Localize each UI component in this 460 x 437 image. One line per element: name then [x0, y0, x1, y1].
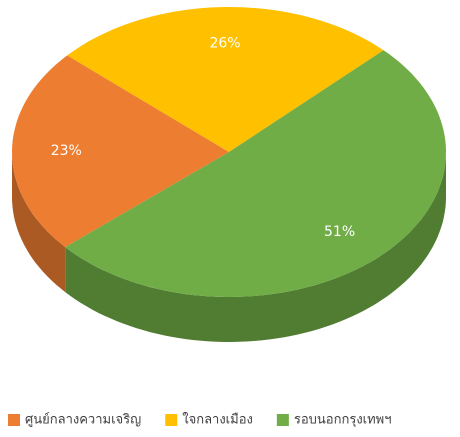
slice [65, 50, 446, 298]
legend-label: รอบนอกกรุงเทพฯ [294, 413, 392, 428]
data-label: 26% [209, 35, 240, 51]
legend-swatch [276, 414, 289, 426]
slice [67, 7, 384, 152]
slice-side [65, 152, 446, 342]
legend-label: ใจกลางเมือง [182, 412, 253, 428]
slice [12, 55, 229, 248]
data-label: 51% [324, 224, 355, 240]
data-label: 23% [51, 143, 82, 159]
legend-swatch [165, 414, 178, 426]
legend-swatch [8, 414, 20, 426]
slice-side [12, 152, 66, 293]
legend-label: ศูนย์กลางความเจริญ [25, 412, 141, 428]
